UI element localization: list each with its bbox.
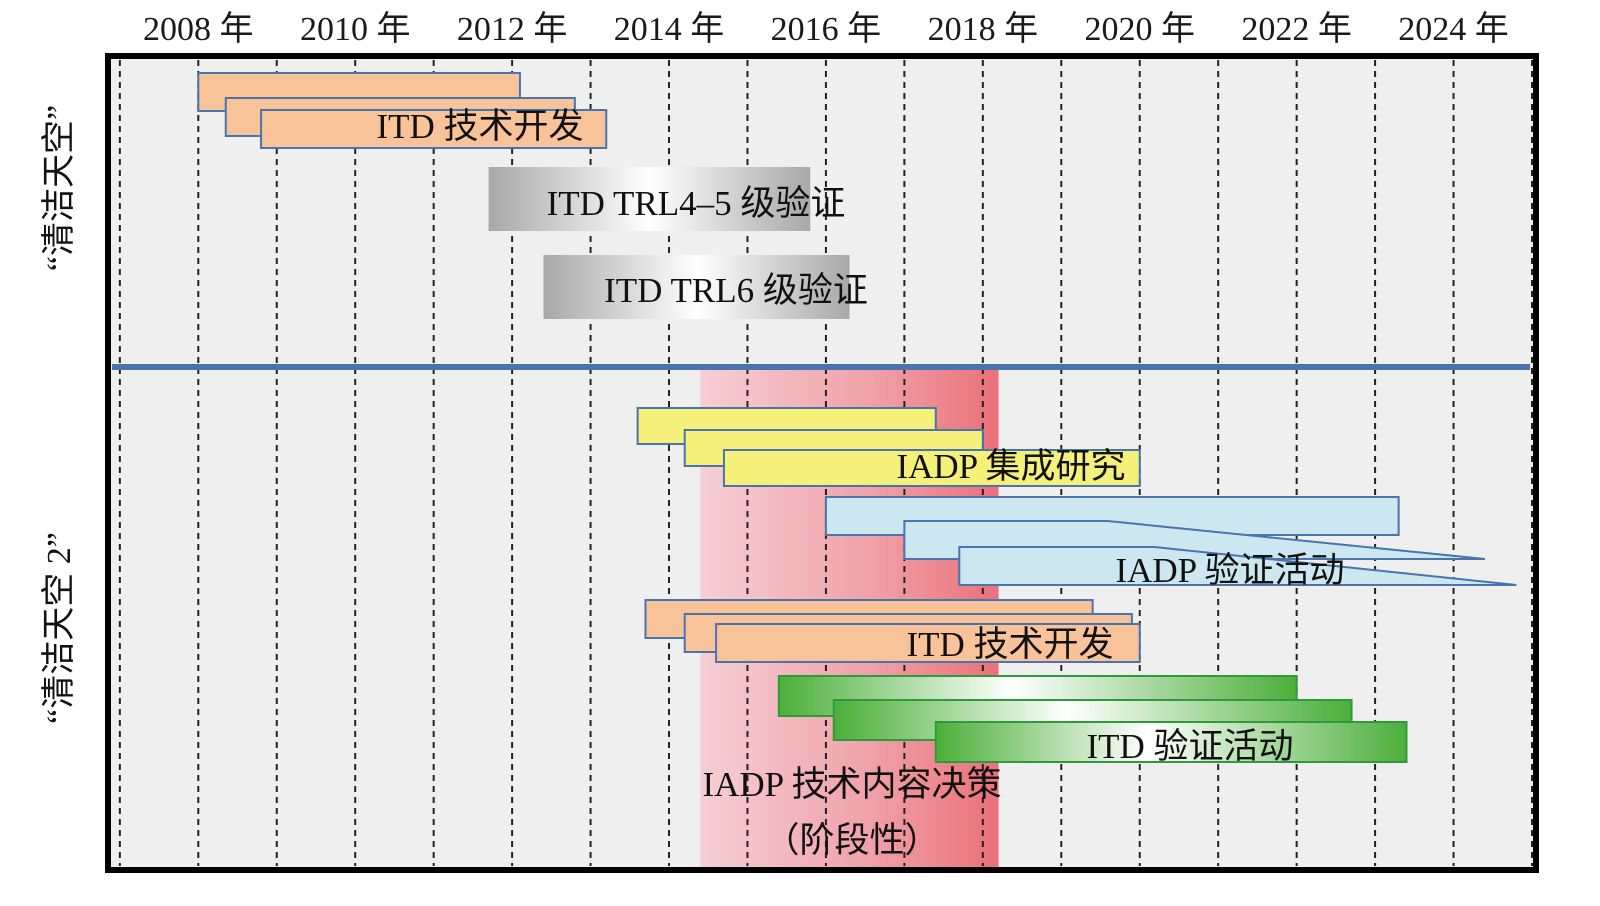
x-tick-label: 2008 年 <box>143 10 254 48</box>
task-label-cs2-3: ITD 验证活动 <box>1086 727 1293 766</box>
task-label-cs1-0: ITD 技术开发 <box>376 107 583 146</box>
x-tick-label: 2022 年 <box>1241 10 1352 48</box>
bar-cs1-2-0 <box>543 255 850 319</box>
x-tick-label: 2024 年 <box>1398 10 1509 48</box>
task-label-cs2-2: ITD 技术开发 <box>906 625 1113 664</box>
highlight-label-line1: IADP 技术内容决策 <box>702 765 1001 804</box>
task-label-cs1-1: ITD TRL4–5 级验证 <box>547 184 846 223</box>
task-cs2-2: ITD 技术开发 <box>644 599 1141 664</box>
x-tick-label: 2010 年 <box>300 10 411 48</box>
x-axis-ticks: 2008 年 2010 年 2012 年 2014 年 2016 年 2018 年 2020… <box>143 10 1509 48</box>
task-cs2-3: ITD 验证活动 <box>777 675 1408 766</box>
x-tick-label: 2018 年 <box>928 10 1039 48</box>
task-cs1-1: ITD TRL4–5 级验证 <box>488 167 846 231</box>
x-tick-label: 2016 年 <box>771 10 882 48</box>
task-cs1-2: ITD TRL6 级验证 <box>543 255 868 319</box>
section-label-cs2: “清洁天空 2” <box>40 532 78 724</box>
task-label-cs2-0: IADP 集成研究 <box>896 447 1125 486</box>
bar-cs2-1-2 <box>958 546 1517 586</box>
x-tick-label: 2014 年 <box>614 10 725 48</box>
task-cs1-0: ITD 技术开发 <box>197 72 608 149</box>
highlight-label-line2: （阶段性） <box>764 821 939 860</box>
task-label-cs2-1: IADP 验证活动 <box>1115 551 1344 590</box>
bars: ITD 技术开发 ITD TRL4–5 级验证 ITD TRL6 级验证 IADP 集… <box>197 72 1517 766</box>
task-label-cs1-2: ITD TRL6 级验证 <box>604 271 868 310</box>
x-tick-label: 2020 年 <box>1084 10 1195 48</box>
plot-frame <box>105 53 1539 873</box>
task-cs2-0: IADP 集成研究 <box>636 407 1141 487</box>
task-cs2-1: IADP 验证活动 <box>824 496 1517 590</box>
bar-cs2-2-2 <box>715 623 1141 663</box>
section-label-cs1: “清洁天空” <box>40 105 78 271</box>
bar-cs1-0-2 <box>260 109 608 149</box>
bar-cs2-3-2 <box>934 721 1408 763</box>
bar-cs1-1-0 <box>488 167 811 231</box>
bar-cs2-0-2 <box>722 449 1141 487</box>
x-tick-label: 2012 年 <box>457 10 568 48</box>
